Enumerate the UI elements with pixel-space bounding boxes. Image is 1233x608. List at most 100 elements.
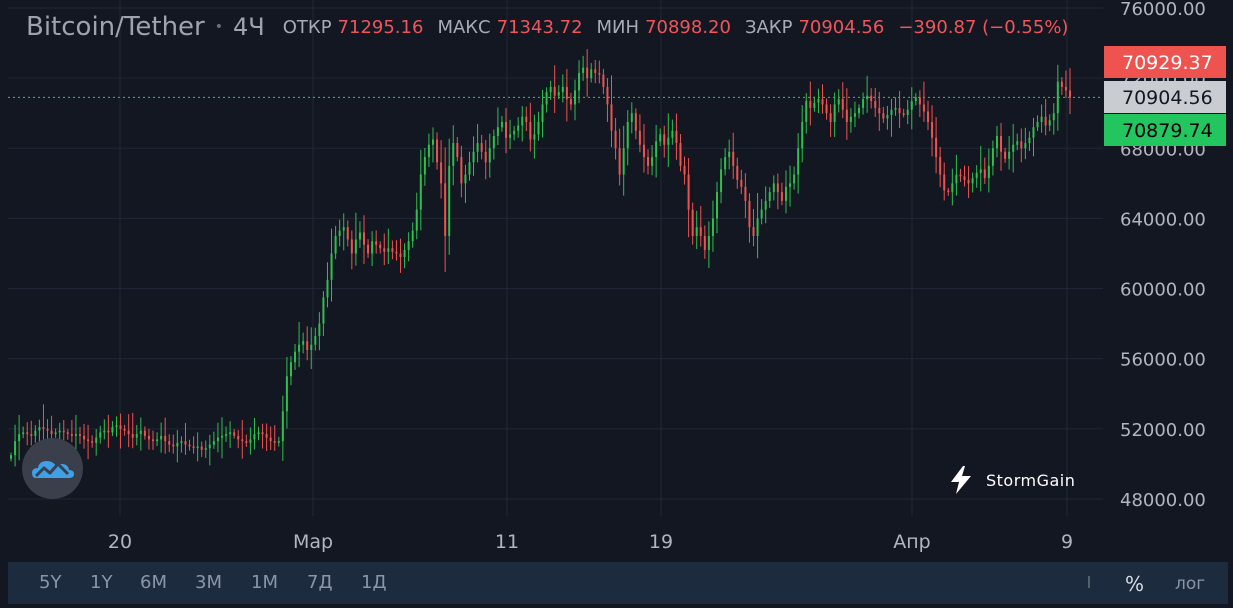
candle-body [448, 165, 451, 236]
candle-body [427, 144, 430, 158]
candle-body [152, 439, 155, 442]
candle-body [14, 441, 17, 456]
candle-body [529, 121, 532, 140]
price-tick-label: 64000.00 [1120, 209, 1206, 230]
range-1y-button[interactable]: 1Y [90, 572, 113, 593]
candle-body [764, 200, 767, 210]
candle-body [354, 239, 357, 254]
candle-body [724, 157, 727, 170]
candle-body [212, 441, 215, 445]
candle-body [168, 441, 171, 445]
candle-body [1069, 90, 1071, 98]
candle-body [115, 425, 118, 428]
candle-body [825, 104, 828, 114]
candle-body [671, 130, 674, 138]
range-1m-button[interactable]: 1M [251, 572, 278, 593]
candle-body [281, 411, 284, 442]
low-label: МИН [596, 16, 640, 38]
candle-body [728, 151, 731, 158]
candle-body [314, 335, 317, 345]
candle-body [711, 218, 714, 236]
change-value: −390.87 (−0.55%) [898, 16, 1069, 38]
candle-body [468, 162, 471, 175]
candle-body [111, 427, 114, 433]
candle-body [1004, 151, 1007, 159]
candle-body [289, 362, 292, 377]
time-tick-label: 9 [1061, 531, 1073, 553]
candle-body [172, 444, 175, 447]
candle-body [841, 99, 844, 110]
candle-body [667, 137, 670, 145]
candle-body [379, 244, 382, 249]
candle-body [411, 230, 414, 242]
candle-body [1028, 137, 1031, 144]
candle-body [1000, 136, 1003, 152]
candle-body [565, 86, 568, 100]
candle-body [371, 241, 374, 254]
candle-body [772, 183, 775, 193]
price-chart[interactable]: 48000.00 52000.00 56000.00 60000.00 64000.00… [0, 0, 1233, 560]
candle-body [1060, 81, 1063, 87]
tradingview-logo-button[interactable] [22, 438, 83, 499]
price-tag-box [1104, 46, 1226, 78]
percent-scale-button[interactable]: % [1125, 572, 1145, 596]
candle-body [590, 69, 593, 79]
candle-body [277, 441, 280, 443]
candle-body [18, 434, 21, 442]
range-7d-button[interactable]: 7Д [307, 572, 333, 593]
bottom-toolbar: 5Y 1Y 6M 3M 1M 7Д 1Д % лог [8, 562, 1228, 604]
candle-body [58, 430, 61, 433]
candle-body [342, 227, 345, 231]
candle-body [707, 235, 710, 250]
candle-body [419, 174, 422, 210]
candle-body [630, 113, 633, 122]
candle-body [853, 113, 856, 117]
candle-body [521, 116, 524, 126]
candle-body [472, 151, 475, 163]
candle-body [894, 107, 897, 110]
candle-body [943, 174, 946, 191]
candle-body [358, 232, 361, 240]
candle-body [736, 165, 739, 180]
range-1d-button[interactable]: 1Д [361, 572, 387, 593]
symbol-name: Bitcoin/Tether [26, 12, 205, 42]
candle-body [784, 186, 787, 201]
close-value: 70904.56 [798, 16, 885, 38]
price-tick-label: 76000.00 [1120, 0, 1206, 20]
log-scale-button[interactable]: лог [1175, 574, 1206, 594]
range-6m-button[interactable]: 6M [140, 572, 167, 593]
candle-body [939, 157, 942, 175]
candle-body [642, 144, 645, 158]
stormgain-logo[interactable]: StormGain [948, 464, 1075, 496]
candle-body [200, 446, 203, 450]
time-tick-label: Мар [293, 531, 333, 553]
time-tick-label: 19 [649, 531, 673, 553]
candle-body [914, 97, 917, 101]
range-3m-button[interactable]: 3M [195, 572, 222, 593]
candle-body [752, 227, 755, 236]
candle-body [582, 67, 585, 73]
candle-body [517, 125, 520, 131]
candle-body [1036, 121, 1039, 128]
candle-body [399, 253, 402, 258]
chart-legend: Bitcoin/Tether • 4Ч ОТКР 71295.16 МАКС 7… [26, 8, 1068, 46]
range-5y-button[interactable]: 5Y [39, 572, 62, 593]
candle-body [525, 116, 528, 122]
candle-body [987, 165, 990, 179]
candle-body [687, 174, 690, 210]
candle-body [245, 441, 248, 443]
candle-body [99, 432, 102, 438]
candle-body [768, 192, 771, 201]
candle-body [407, 241, 410, 250]
candle-body [545, 92, 548, 105]
candle-body [237, 435, 240, 440]
candle-body [30, 434, 33, 436]
candle-body [849, 116, 852, 122]
candle-body [651, 157, 654, 166]
candle-body [675, 130, 678, 144]
candle-body [1020, 141, 1023, 149]
candle-body [298, 344, 301, 352]
candle-body [273, 441, 276, 443]
candle-body [720, 169, 723, 193]
candle-body [663, 134, 666, 145]
